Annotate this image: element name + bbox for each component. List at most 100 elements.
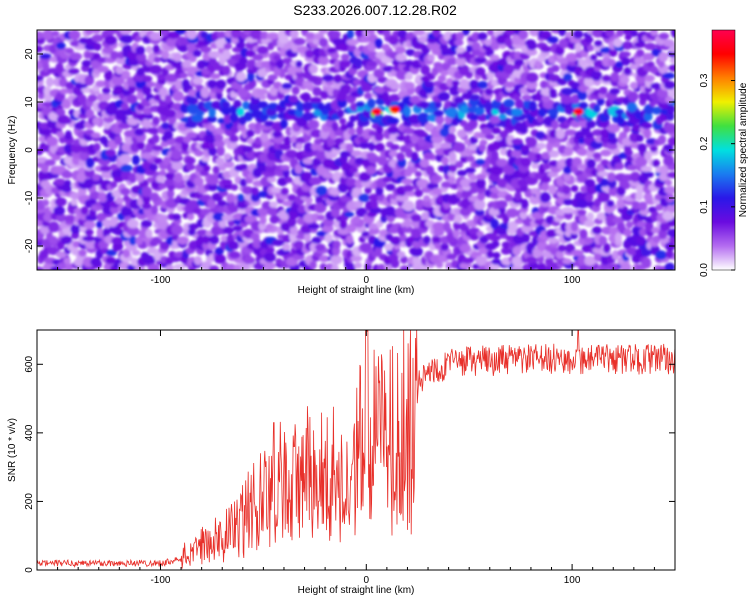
heatmap-cell <box>252 53 264 61</box>
heatmap-cell <box>172 90 184 102</box>
heatmap-cell <box>324 233 333 243</box>
heatmap-cell <box>176 236 189 245</box>
heatmap-cell <box>453 96 464 104</box>
heatmap-cell <box>111 75 125 86</box>
heatmap-cell <box>469 79 479 90</box>
heatmap-cell <box>294 163 303 174</box>
heatmap-cell <box>111 236 123 245</box>
heatmap-cell <box>548 160 560 167</box>
heatmap-cell <box>410 246 423 257</box>
heatmap-cell <box>535 153 543 160</box>
heatmap-cell <box>390 236 402 246</box>
heatmap-cell <box>266 246 275 254</box>
heatmap-cell <box>53 206 66 216</box>
heatmap-cell <box>504 81 517 88</box>
heatmap-cell <box>207 124 216 132</box>
heatmap-cell <box>668 87 675 98</box>
heatmap-cell <box>92 117 101 126</box>
heatmap-cell <box>477 81 489 89</box>
heatmap-cell <box>592 152 602 160</box>
heatmap-cell <box>141 118 152 129</box>
heatmap-cell <box>375 186 384 196</box>
heatmap-cell <box>302 171 312 181</box>
heatmap-cell <box>649 65 659 74</box>
heatmap-cell <box>365 166 377 175</box>
heatmap-cell <box>105 256 116 265</box>
heatmap-cell <box>343 211 355 218</box>
heatmap-cell <box>455 160 464 169</box>
heatmap-cell <box>405 147 413 158</box>
heatmap-cell <box>437 91 451 102</box>
heatmap-cell <box>181 60 192 68</box>
heatmap-cell <box>350 255 363 262</box>
heatmap-cell <box>541 151 552 160</box>
heatmap-cell <box>445 261 453 270</box>
heatmap-cell <box>187 228 196 236</box>
heatmap-cell <box>638 91 650 101</box>
heatmap-cell <box>92 173 101 181</box>
heatmap-cell <box>318 37 329 48</box>
heatmap-cell <box>90 132 101 139</box>
heatmap-cell <box>340 124 349 132</box>
heatmap-cell <box>63 257 71 265</box>
heatmap-cell <box>330 52 340 60</box>
heatmap-cell <box>388 94 402 102</box>
snr-ylabel: SNR (10 * v/v) <box>7 418 18 482</box>
heatmap-cell <box>526 48 538 56</box>
heatmap-cell <box>577 209 587 216</box>
heatmap-cell <box>164 172 176 180</box>
heatmap-cell <box>536 240 548 252</box>
heatmap-cell <box>223 42 233 50</box>
heatmap-cell <box>563 198 573 206</box>
heatmap-cell <box>241 186 254 195</box>
heatmap-cell <box>336 109 345 118</box>
heatmap-cell <box>134 128 145 137</box>
heatmap-cell <box>668 64 675 72</box>
heatmap-cell <box>548 108 559 116</box>
heatmap-cell <box>242 145 254 153</box>
heatmap-cell <box>469 94 481 101</box>
heatmap-cell <box>145 45 153 54</box>
spectrogram-ytick-label: -20 <box>24 238 35 253</box>
heatmap-cell <box>446 133 456 144</box>
heatmap-cell <box>651 106 662 115</box>
heatmap-cell <box>128 172 137 183</box>
heatmap-cell <box>267 176 277 183</box>
heatmap-cell <box>114 135 123 146</box>
heatmap-cell <box>461 189 473 199</box>
heatmap-cell <box>65 263 74 270</box>
heatmap-cell <box>512 246 522 256</box>
heatmap-cell <box>140 219 153 228</box>
heatmap-cell <box>216 145 225 157</box>
heatmap-cell <box>525 39 536 47</box>
heatmap-cell <box>142 85 152 96</box>
heatmap-cell <box>171 161 184 171</box>
heatmap-cell <box>432 30 441 38</box>
heatmap-cell <box>404 72 413 81</box>
heatmap-cell <box>122 195 130 202</box>
heatmap-cell <box>584 193 594 202</box>
heatmap-cell <box>469 136 478 145</box>
heatmap-cell <box>356 125 364 136</box>
heatmap-cell <box>37 170 48 181</box>
heatmap-cell <box>367 41 377 52</box>
heatmap-cell <box>541 181 550 192</box>
heatmap-cell <box>173 263 186 270</box>
heatmap-cell <box>327 47 337 54</box>
heatmap-cell <box>577 255 587 266</box>
heatmap-cell <box>633 41 646 48</box>
heatmap-cell <box>513 58 525 67</box>
heatmap-cell <box>152 44 161 54</box>
heatmap-cell <box>122 248 131 258</box>
heatmap-cell <box>202 242 210 250</box>
heatmap-cell <box>385 183 396 191</box>
heatmap-cell <box>409 95 422 104</box>
heatmap-cell <box>555 45 565 56</box>
heatmap-cell <box>259 94 267 101</box>
heatmap-cell <box>640 122 653 129</box>
heatmap-cell <box>257 101 269 109</box>
heatmap-cell <box>113 176 124 183</box>
heatmap-cell <box>120 34 133 44</box>
heatmap-cell <box>260 31 269 40</box>
heatmap-cell <box>84 228 94 236</box>
